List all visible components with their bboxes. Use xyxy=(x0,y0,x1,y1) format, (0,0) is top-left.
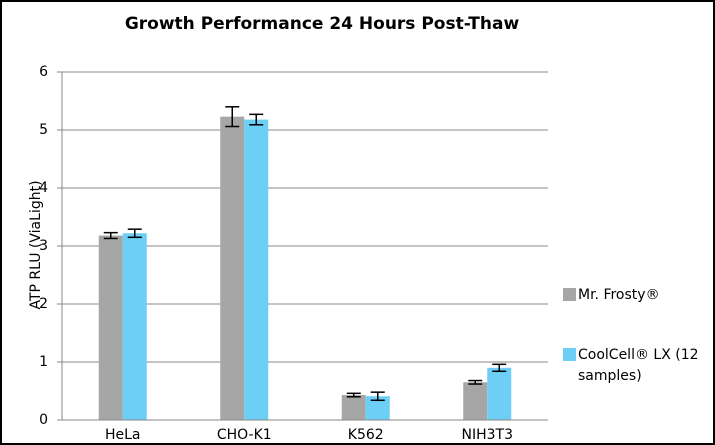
bar xyxy=(365,396,390,420)
legend-label: CoolCell® LX (12 samples) xyxy=(578,347,699,384)
error-bar xyxy=(103,231,118,240)
bar xyxy=(220,116,245,420)
y-tick-label: 3 xyxy=(39,238,48,254)
bar xyxy=(487,367,512,420)
bar xyxy=(463,382,488,420)
bar xyxy=(341,395,366,420)
legend-label: Mr. Frosty® xyxy=(578,287,660,303)
x-tick-label: K562 xyxy=(348,427,384,443)
error-bar xyxy=(346,392,361,398)
y-tick-label: 0 xyxy=(39,412,48,428)
bar xyxy=(244,119,269,420)
chart-title: Growth Performance 24 Hours Post-Thaw xyxy=(125,14,520,34)
x-tick-label: NIH3T3 xyxy=(462,427,514,443)
y-tick-label: 6 xyxy=(39,64,48,80)
error-bar xyxy=(468,379,483,385)
bar xyxy=(98,235,123,420)
y-tick-label: 2 xyxy=(39,296,48,312)
legend-item: CoolCell® LX (12 samples) xyxy=(563,345,708,387)
y-axis-label: ATP RLU (ViaLight) xyxy=(28,180,44,309)
y-tick-label: 5 xyxy=(39,122,48,138)
y-tick-label: 1 xyxy=(39,354,48,370)
error-bar xyxy=(370,391,385,402)
legend-swatch xyxy=(563,288,576,301)
error-bar xyxy=(225,106,240,128)
x-tick-label: CHO-K1 xyxy=(217,427,272,443)
error-bar xyxy=(249,113,264,126)
legend-swatch xyxy=(563,348,576,361)
error-bar xyxy=(127,228,142,239)
error-bar xyxy=(492,363,507,373)
bar xyxy=(122,233,147,420)
y-tick-label: 4 xyxy=(39,180,48,196)
x-tick-label: HeLa xyxy=(105,427,141,443)
legend-item: Mr. Frosty® xyxy=(563,285,708,306)
